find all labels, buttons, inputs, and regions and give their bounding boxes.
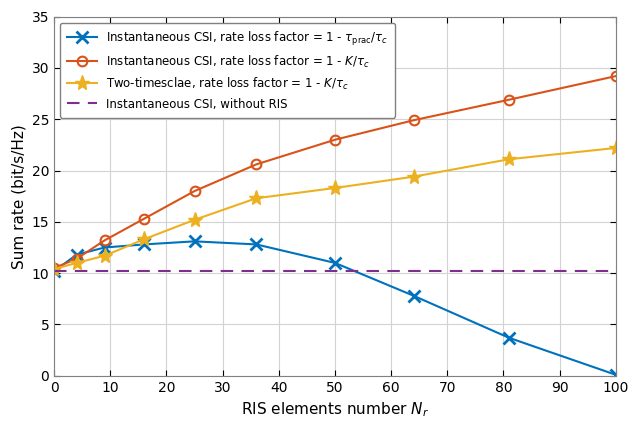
Line: Instantaneous CSI, rate loss factor = 1 - $\tau_{\mathrm{prac}}/\tau_c$: Instantaneous CSI, rate loss factor = 1 … bbox=[49, 236, 621, 380]
Instantaneous CSI, rate loss factor = 1 - $\tau_{\mathrm{prac}}/\tau_c$ bbox=[73, 252, 81, 257]
Two-timesclae, rate loss factor = 1 - $K/\tau_c$ bbox=[331, 185, 339, 190]
Instantaneous CSI, rate loss factor = 1 - $\tau_{\mathrm{prac}}/\tau_c$ bbox=[612, 372, 620, 378]
Instantaneous CSI, rate loss factor = 1 - $K/\tau_c$ bbox=[191, 188, 198, 194]
Two-timesclae, rate loss factor = 1 - $K/\tau_c$ bbox=[410, 174, 417, 179]
Instantaneous CSI, without RIS bbox=[51, 268, 58, 273]
Instantaneous CSI, rate loss factor = 1 - $\tau_{\mathrm{prac}}/\tau_c$ bbox=[252, 242, 260, 247]
Two-timesclae, rate loss factor = 1 - $K/\tau_c$ bbox=[73, 260, 81, 265]
Instantaneous CSI, rate loss factor = 1 - $K/\tau_c$ bbox=[73, 256, 81, 261]
Instantaneous CSI, rate loss factor = 1 - $K/\tau_c$ bbox=[252, 162, 260, 167]
Instantaneous CSI, rate loss factor = 1 - $K/\tau_c$ bbox=[331, 137, 339, 142]
Legend: Instantaneous CSI, rate loss factor = 1 - $\tau_{\mathrm{prac}}/\tau_c$, Instant: Instantaneous CSI, rate loss factor = 1 … bbox=[60, 22, 395, 117]
Two-timesclae, rate loss factor = 1 - $K/\tau_c$ bbox=[101, 253, 109, 258]
Instantaneous CSI, rate loss factor = 1 - $K/\tau_c$ bbox=[140, 216, 148, 221]
Instantaneous CSI, rate loss factor = 1 - $K/\tau_c$ bbox=[51, 265, 58, 270]
Instantaneous CSI, rate loss factor = 1 - $K/\tau_c$ bbox=[505, 97, 513, 102]
Two-timesclae, rate loss factor = 1 - $K/\tau_c$ bbox=[140, 237, 148, 242]
Instantaneous CSI, rate loss factor = 1 - $\tau_{\mathrm{prac}}/\tau_c$ bbox=[331, 260, 339, 265]
Two-timesclae, rate loss factor = 1 - $K/\tau_c$ bbox=[252, 196, 260, 201]
Instantaneous CSI, rate loss factor = 1 - $\tau_{\mathrm{prac}}/\tau_c$ bbox=[410, 293, 417, 298]
Line: Two-timesclae, rate loss factor = 1 - $K/\tau_c$: Two-timesclae, rate loss factor = 1 - $K… bbox=[47, 140, 623, 276]
Instantaneous CSI, rate loss factor = 1 - $K/\tau_c$ bbox=[410, 118, 417, 123]
X-axis label: RIS elements number $N_r$: RIS elements number $N_r$ bbox=[241, 400, 429, 419]
Line: Instantaneous CSI, rate loss factor = 1 - $K/\tau_c$: Instantaneous CSI, rate loss factor = 1 … bbox=[49, 71, 621, 273]
Instantaneous CSI, rate loss factor = 1 - $\tau_{\mathrm{prac}}/\tau_c$ bbox=[505, 335, 513, 341]
Y-axis label: Sum rate (bit/s/Hz): Sum rate (bit/s/Hz) bbox=[11, 124, 26, 269]
Instantaneous CSI, rate loss factor = 1 - $\tau_{\mathrm{prac}}/\tau_c$ bbox=[101, 245, 109, 250]
Instantaneous CSI, rate loss factor = 1 - $K/\tau_c$ bbox=[612, 74, 620, 79]
Two-timesclae, rate loss factor = 1 - $K/\tau_c$ bbox=[505, 157, 513, 162]
Instantaneous CSI, without RIS bbox=[56, 268, 63, 273]
Instantaneous CSI, rate loss factor = 1 - $\tau_{\mathrm{prac}}/\tau_c$ bbox=[191, 239, 198, 244]
Instantaneous CSI, rate loss factor = 1 - $\tau_{\mathrm{prac}}/\tau_c$ bbox=[51, 268, 58, 273]
Two-timesclae, rate loss factor = 1 - $K/\tau_c$ bbox=[612, 145, 620, 150]
Instantaneous CSI, rate loss factor = 1 - $\tau_{\mathrm{prac}}/\tau_c$ bbox=[140, 242, 148, 247]
Instantaneous CSI, rate loss factor = 1 - $K/\tau_c$ bbox=[101, 238, 109, 243]
Two-timesclae, rate loss factor = 1 - $K/\tau_c$ bbox=[191, 217, 198, 222]
Two-timesclae, rate loss factor = 1 - $K/\tau_c$ bbox=[51, 267, 58, 272]
